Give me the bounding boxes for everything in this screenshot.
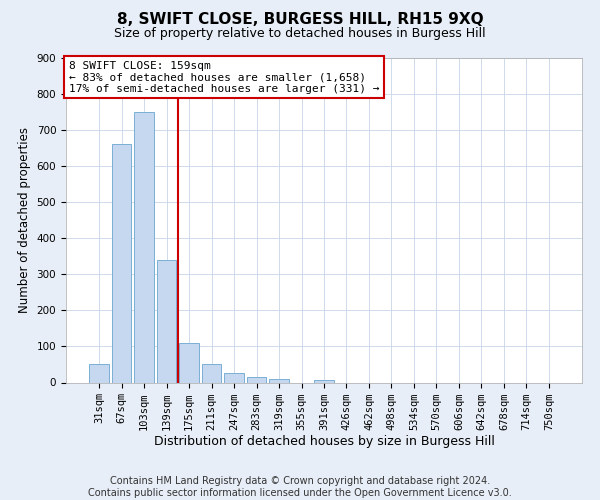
Bar: [112, 144, 131, 382]
Text: Contains HM Land Registry data © Crown copyright and database right 2024.
Contai: Contains HM Land Registry data © Crown c…: [88, 476, 512, 498]
Bar: [314, 380, 334, 382]
Bar: [134, 112, 154, 382]
Bar: [224, 374, 244, 382]
Text: Size of property relative to detached houses in Burgess Hill: Size of property relative to detached ho…: [114, 28, 486, 40]
X-axis label: Distribution of detached houses by size in Burgess Hill: Distribution of detached houses by size …: [154, 436, 494, 448]
Text: 8, SWIFT CLOSE, BURGESS HILL, RH15 9XQ: 8, SWIFT CLOSE, BURGESS HILL, RH15 9XQ: [116, 12, 484, 28]
Bar: [179, 343, 199, 382]
Bar: [157, 260, 176, 382]
Bar: [269, 379, 289, 382]
Bar: [202, 364, 221, 382]
Bar: [247, 377, 266, 382]
Bar: [89, 364, 109, 382]
Text: 8 SWIFT CLOSE: 159sqm
← 83% of detached houses are smaller (1,658)
17% of semi-d: 8 SWIFT CLOSE: 159sqm ← 83% of detached …: [68, 60, 379, 94]
Y-axis label: Number of detached properties: Number of detached properties: [18, 127, 31, 313]
